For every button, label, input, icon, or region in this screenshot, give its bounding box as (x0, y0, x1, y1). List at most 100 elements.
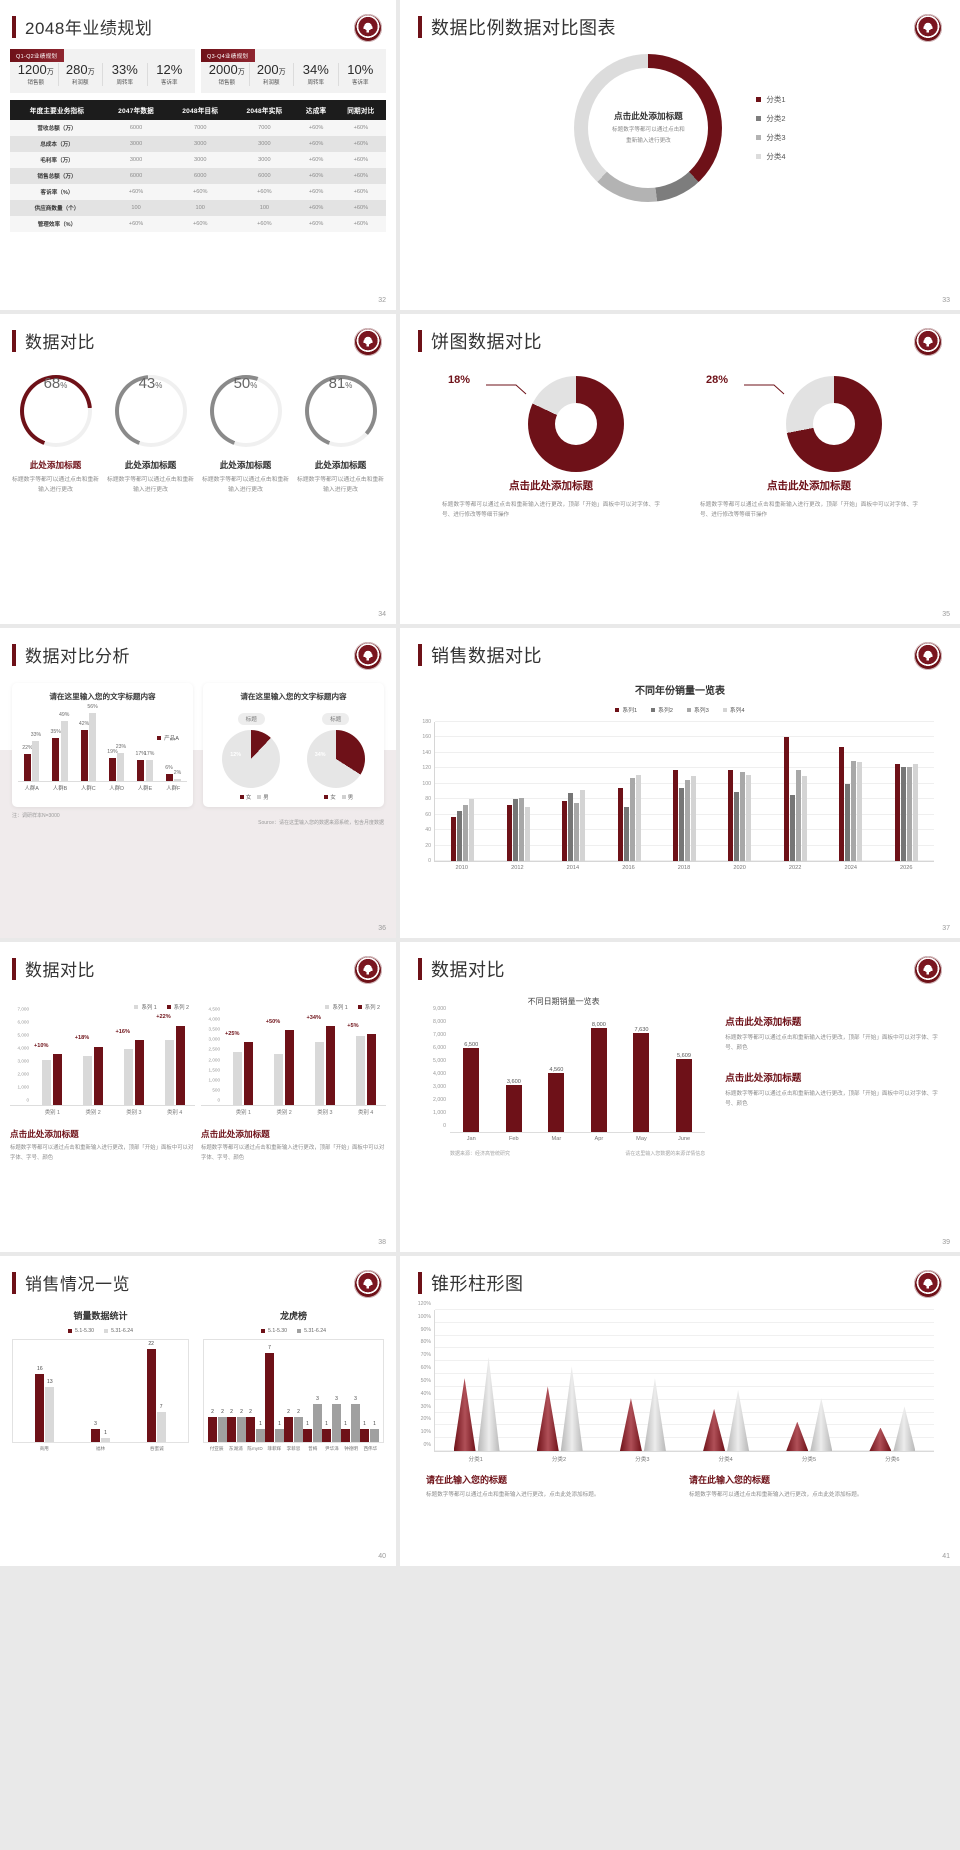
cone-bar (869, 1427, 892, 1451)
table-cell: +60% (296, 135, 336, 152)
donut-chart[interactable] (528, 376, 624, 472)
bar-chart-plot: 0 1,000 2,000 3,000 4,000 5,000 6,000 7,000 +10%… (10, 1007, 195, 1106)
x-axis-labels: Jan Feb Mar Apr May June (450, 1136, 705, 1142)
cones (435, 1310, 934, 1451)
bar: 56% (87, 704, 98, 781)
legend-label: 5.1-5.30 (75, 1328, 95, 1334)
bar-value-label: 2 (287, 1408, 290, 1415)
y-tick-label: 120 (422, 765, 431, 772)
legend-item: 5.1-5.30 (68, 1328, 94, 1334)
mini-pie-card[interactable]: 标题 34% 女男 (306, 708, 365, 801)
mini-pie-card[interactable]: 标题 12% 女男 (222, 708, 281, 801)
slide-36[interactable]: 数据对比分析 请在这里输入您的文字标题内容 产品A 22% 33% 35% 49% 42… (0, 628, 396, 938)
panel-pie-charts[interactable]: 请在这里输入您的文字标题内容 标题 12% 女男 标题 34% 女男 (203, 683, 384, 807)
page-number: 39 (942, 1239, 950, 1246)
gauge-card[interactable]: 50% 此处添加标题 标题数字等都可以通过点击和重新输入进行更改 (202, 375, 290, 495)
pie-card[interactable]: 18% 点击此处添加标题 标题数字等都可以通过点击和重新输入进行更改，顶部「开始」面… (440, 370, 662, 521)
cone-bar (619, 1398, 642, 1451)
page-title: 数据对比 (431, 960, 505, 980)
slide-33[interactable]: 数据比例数据对比图表 点击此处添加标题 标题数字等都可以通过点击和 重新输入进行… (400, 0, 960, 310)
cone-group (851, 1310, 934, 1451)
slide-41[interactable]: 锥形柱形图 0% 10% 20% 30% 40% 50% 60% 70% 80% 90% 100% 1… (400, 1256, 960, 1566)
bar (676, 1059, 692, 1132)
gauge-card[interactable]: 68% 此处添加标题 标题数字等都可以通过点击和重新输入进行更改 (12, 375, 100, 495)
kpi-unit: 万 (46, 69, 54, 76)
table-cell: +60% (335, 167, 386, 184)
table-cell: +60% (232, 215, 297, 232)
donut-chart[interactable] (574, 54, 723, 202)
pie-card[interactable]: 28% 点击此处添加标题 标题数字等都可以通过点击和重新输入进行更改，顶部「开始」面… (698, 370, 920, 521)
chart-panel[interactable]: 系列 1 系列 2 0 500 1,000 1,500 2,000 2,500 3,000 3,5… (201, 1003, 386, 1163)
kpi-unit: 万 (278, 69, 286, 76)
x-axis-label: 2022 (788, 865, 802, 871)
y-tick-label: 0% (423, 1442, 432, 1448)
chart-card[interactable]: 销量数据统计 5.1-5.30 5.31-6.24 16 13 3 1 22 7 商用 福林 吞蜜诚 (12, 1309, 189, 1452)
page-title: 2048年业绩规划 (25, 19, 153, 38)
bar (123, 1049, 133, 1105)
table-cell: 毛利率（万） (10, 151, 104, 168)
slide-32[interactable]: 2048年业绩规划 Q1-Q2业绩规划 1200万 销售额 280万 利润额 3… (0, 0, 396, 310)
block-heading: 请在此输入您的标题 (689, 1475, 771, 1485)
page-number: 41 (942, 1553, 950, 1560)
chart-panel[interactable]: 系列 1 系列 2 0 1,000 2,000 3,000 4,000 5,000 6,000 7… (10, 1003, 195, 1163)
table-cell: 3000 (168, 151, 233, 168)
donut-chart[interactable] (786, 376, 882, 472)
bar: 1 (322, 1421, 331, 1442)
kpi-cell: 200万 利润额 (250, 63, 294, 86)
bar (518, 797, 524, 861)
slide-34[interactable]: 数据对比 68% 此处添加标题 标题数字等都可以通过点击和重新输入进行更改 43% 此处… (0, 314, 396, 624)
legend-label: 系列 2 (364, 1005, 380, 1011)
bar (740, 772, 746, 861)
legend-item: 系列 2 (166, 1003, 189, 1011)
slide-39[interactable]: 数据对比 不同日期销量一览表 0 1,000 2,000 3,000 4,000 5,00… (400, 942, 960, 1252)
gauge-percent-sign: % (60, 381, 68, 390)
table-header-cell: 达成率 (296, 99, 336, 120)
x-axis-label: 尹华泽 (325, 1446, 339, 1451)
bar: 1 (256, 1421, 265, 1442)
table-cell: +60% (335, 215, 386, 232)
bar-value-label: 8,000 (591, 1022, 606, 1028)
bar-value-label: 22 (148, 1340, 154, 1347)
panel-bar-chart[interactable]: 请在这里输入您的文字标题内容 产品A 22% 33% 35% 49% 42% 56% 19%… (12, 683, 193, 807)
y-tick-label: 120% (417, 1301, 431, 1307)
cone-bar (727, 1389, 750, 1451)
gridlines (435, 721, 934, 861)
chart-card[interactable]: 龙虎榜 5.1-5.30 5.31-6.24 2 2 2 2 2 1 7 1 2 2 1 3 1 3 1 3 1 1 付亚… (203, 1309, 384, 1452)
y-tick-label: 4,500 (208, 1006, 221, 1012)
gauge-ring (114, 375, 187, 447)
crest-logo-icon (354, 1270, 382, 1298)
gridline (435, 1309, 934, 1310)
bar-group: 35% 49% (50, 708, 69, 781)
page-number: 32 (378, 297, 386, 304)
bars (435, 722, 934, 861)
slide-35[interactable]: 饼图数据对比 18% 点击此处添加标题 标题数字等都可以通过点击和重新输入进行更改，… (400, 314, 960, 624)
bar: 17% (136, 751, 146, 781)
table-row: 客诉率（%） +60% +60% +60% +60% +60% (10, 183, 386, 200)
gauge-card[interactable]: 43% 此处添加标题 标题数字等都可以通过点击和重新输入进行更改 (107, 375, 195, 495)
slide-40[interactable]: 销售情况一览 销量数据统计 5.1-5.30 5.31-6.24 16 13 3 1 22 7 商… (0, 1256, 396, 1566)
title-accent-bar (12, 15, 16, 38)
bar-group: 17% 17% (135, 708, 154, 781)
slide-38[interactable]: 数据对比 系列 1 系列 2 0 1,000 2,000 3,000 4,000 5,000 6… (0, 942, 396, 1252)
bar-chart: 22% 33% 35% 49% 42% 56% 19% 23% 17% 17% 6% 2% (18, 704, 187, 782)
gauge-percent-sign: % (155, 381, 163, 390)
x-axis-label: 类别 4 (166, 1110, 183, 1116)
crest-logo-icon (354, 14, 382, 42)
kpi-value: 280 (65, 62, 88, 77)
bar-group: +16% (114, 1014, 155, 1105)
kpi-unit: 万 (87, 69, 95, 76)
legend-swatch-icon (134, 1005, 139, 1009)
gridline (435, 1347, 934, 1349)
y-tick-label: 2,000 (433, 1097, 446, 1103)
table-row: 总成本（万） 3000 3000 3000 +60% +60% (10, 135, 386, 152)
gauge-card[interactable]: 81% 此处添加标题 标题数字等都可以通过点击和重新输入进行更改 (297, 375, 385, 495)
gauge-number: 43 (138, 375, 156, 392)
kpi-cell: 1200万 销售额 (14, 63, 59, 86)
donut-legend: 分类1 分类2 分类3 分类4 (756, 94, 786, 162)
slide-39-body: 不同日期销量一览表 0 1,000 2,000 3,000 4,000 5,000 6,00… (400, 996, 960, 1157)
slide-37[interactable]: 销售数据对比 不同年份销量一览表 系列1 系列2 系列3 系列4 0 20 40 60 80 1… (400, 628, 960, 938)
bar (314, 1042, 324, 1105)
bar-group: +34% (305, 1014, 346, 1105)
table-body: 营收总额（万） 6000 7000 7000 +60% +60% 总成本（万） 3000 300… (10, 119, 386, 232)
y-tick-label: 4,000 (208, 1016, 221, 1022)
